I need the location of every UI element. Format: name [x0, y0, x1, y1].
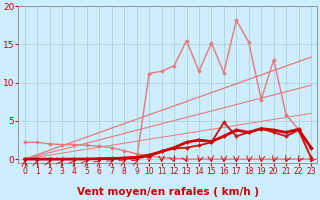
X-axis label: Vent moyen/en rafales ( km/h ): Vent moyen/en rafales ( km/h ) [77, 187, 259, 197]
